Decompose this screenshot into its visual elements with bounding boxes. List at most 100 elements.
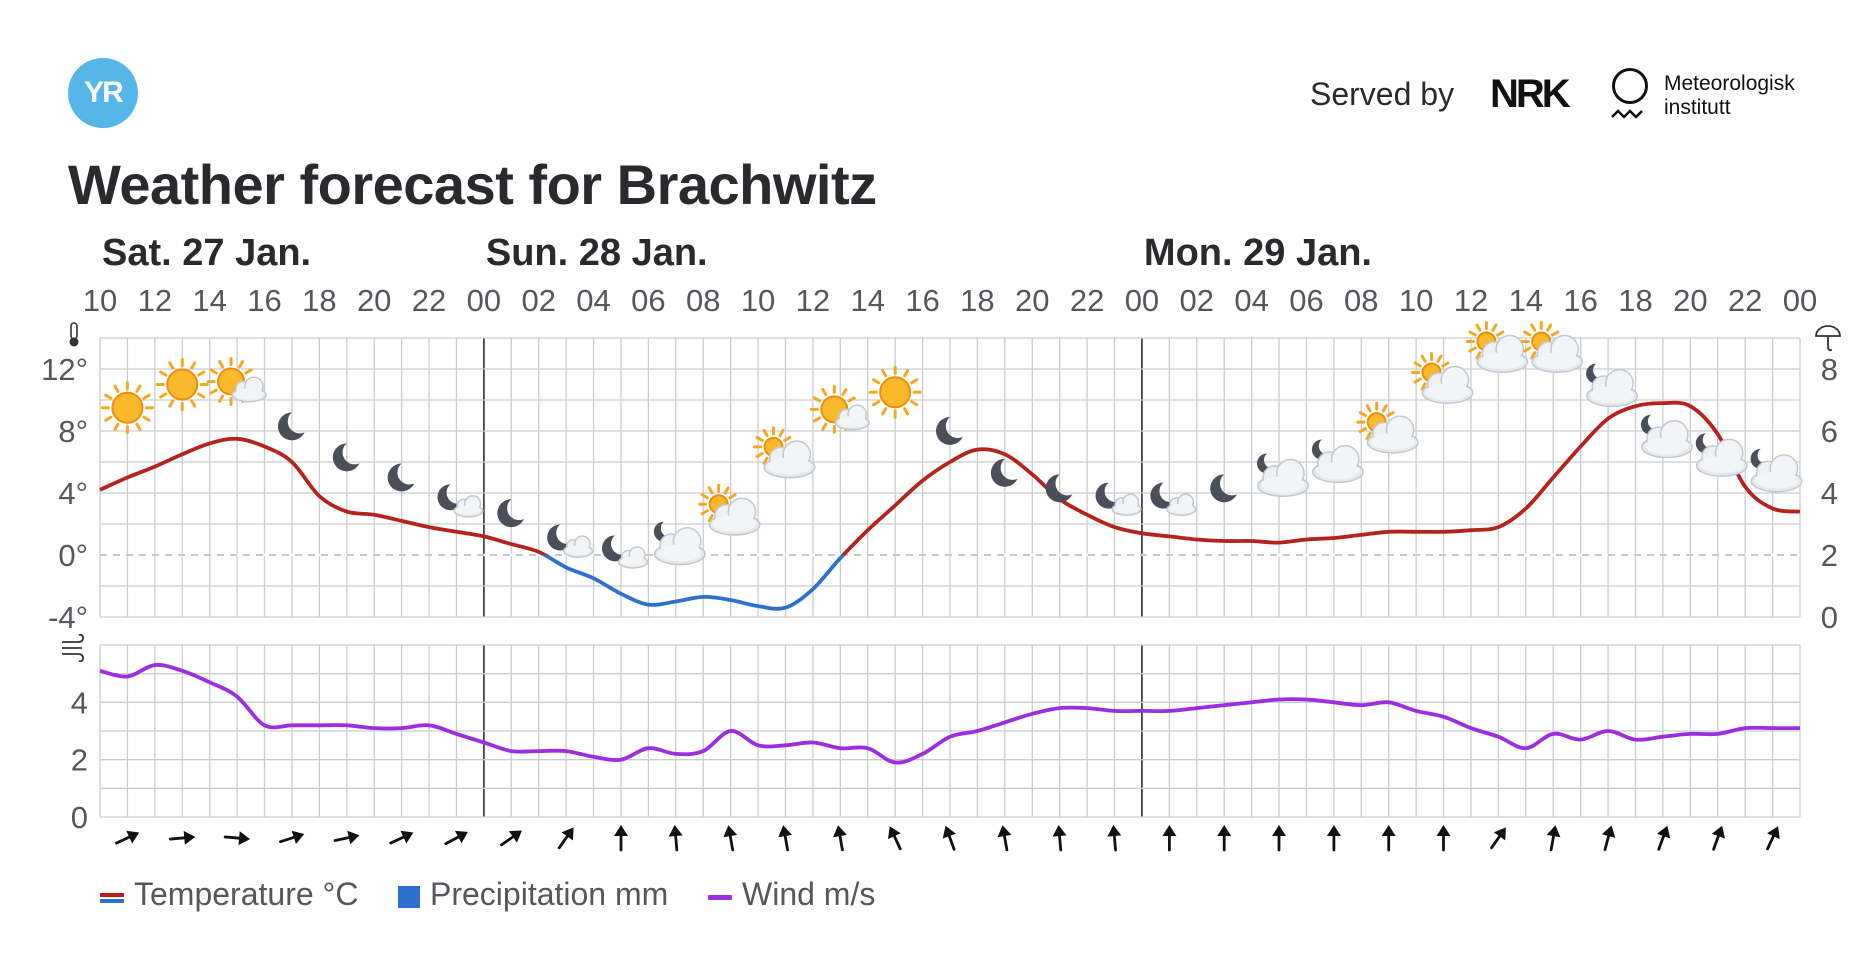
sun-ray	[1523, 346, 1532, 353]
arrow-head	[833, 825, 847, 838]
wind-direction-arrow-icon	[1326, 825, 1341, 852]
arrow-head	[291, 830, 305, 845]
yr-logo[interactable]: YR	[68, 58, 138, 128]
wind-direction-arrow-icon	[1657, 825, 1671, 851]
wind-direction-arrow-icon	[389, 830, 414, 845]
sun-ray	[1550, 330, 1560, 337]
sun-ray	[142, 393, 151, 400]
wind-direction-arrow-icon	[1272, 825, 1286, 852]
thermometer-bulb	[69, 337, 79, 347]
weather-symbol-clear-sky-day	[155, 358, 209, 411]
sun-ray	[1413, 377, 1422, 384]
weather-symbols	[100, 321, 1803, 569]
weather-symbol-clear-sky-day	[868, 365, 922, 419]
weather-symbol-clear-sky-night	[497, 499, 526, 528]
nrk-logo[interactable]: NRK	[1490, 72, 1571, 116]
cloud-fill	[1535, 352, 1580, 370]
sun-ray	[190, 361, 197, 370]
precip-tick-label: 4	[1821, 476, 1838, 511]
moon-crescent	[497, 499, 526, 528]
sun-ray	[762, 428, 769, 438]
cloud-fill	[1644, 437, 1689, 455]
arrow-head	[454, 830, 468, 844]
hour-tick-label: 04	[1234, 283, 1268, 318]
hour-tick-label: 08	[1344, 283, 1378, 318]
arrow-head	[1657, 825, 1671, 839]
arrow-head	[1107, 825, 1122, 837]
sun-ray	[728, 493, 737, 500]
hour-tick-label: 20	[357, 283, 391, 318]
wind-tick-label: 2	[71, 743, 88, 778]
sun-ray	[910, 378, 919, 385]
day-label: Sat. 27 Jan.	[102, 232, 311, 274]
sun-ray	[821, 422, 828, 431]
sun-ray	[104, 393, 113, 400]
weather-symbol-partly-cloudy-day	[1356, 401, 1419, 454]
hour-tick-label: 14	[850, 283, 884, 318]
weather-symbol-partly-cloudy-day	[1411, 352, 1474, 405]
sun-ray	[881, 369, 888, 378]
weather-symbol-partly-cloudy-night	[1257, 453, 1309, 498]
sun-ray	[847, 396, 856, 403]
legend-precipitation-mark	[398, 886, 420, 908]
sun-ray	[104, 415, 113, 422]
wind-direction-arrow-icon	[723, 825, 738, 852]
sun-disc	[166, 368, 199, 401]
met-logo-line2: institutt	[1664, 96, 1731, 119]
sun-ray	[113, 384, 120, 393]
legend-temperature-mark-warm	[100, 893, 124, 897]
temp-tick-label: -4°	[48, 600, 88, 635]
met-logo-text[interactable]: Meteorologisk institutt	[1664, 72, 1795, 120]
arrow-head	[1272, 825, 1286, 836]
hour-tick-label: 16	[247, 283, 281, 318]
temperature-series	[99, 400, 1801, 611]
sun-ray	[218, 394, 225, 403]
arrow-head	[1326, 825, 1341, 836]
thermometer-tube	[70, 322, 78, 340]
weather-symbol-partly-cloudy-night	[1695, 433, 1748, 477]
sun-ray	[707, 486, 714, 495]
sun-ray	[197, 370, 206, 377]
arrow-head	[126, 830, 140, 844]
hour-tick-label: 18	[1618, 283, 1652, 318]
hour-tick-label: 02	[521, 283, 555, 318]
arrow-head	[997, 825, 1012, 838]
sun-ray	[812, 416, 822, 423]
sun-disc	[111, 391, 144, 424]
wind-direction-arrow-icon	[1381, 825, 1396, 852]
precip-tick-label: 6	[1821, 414, 1838, 449]
umbrella-icon	[1815, 325, 1841, 352]
hour-tick-label: 14	[1509, 283, 1543, 318]
wind-direction-arrow-icon	[557, 827, 574, 850]
arrow-head	[1711, 825, 1725, 839]
hour-tick-label: 06	[1289, 283, 1323, 318]
sun-ray	[1436, 354, 1443, 363]
wind-direction-arrow-icon	[614, 825, 628, 852]
cloud-fill	[767, 457, 812, 475]
hour-tick-label: 06	[631, 283, 665, 318]
wind-direction-arrow-icon	[1436, 825, 1451, 852]
day-label: Mon. 29 Jan.	[1144, 232, 1372, 274]
arrow-head	[668, 825, 683, 837]
weather-symbol-fair-night	[1150, 482, 1197, 516]
hour-tick-label: 16	[1563, 283, 1597, 318]
cloud-fill	[1480, 352, 1525, 370]
cloud-fill	[234, 388, 264, 400]
arrow-head	[1217, 825, 1232, 836]
arrow-head	[1493, 827, 1506, 841]
wind-direction-arrow-icon	[1217, 825, 1232, 852]
cloud-fill	[837, 416, 868, 428]
wind-direction-arrow-icon	[1546, 825, 1561, 852]
weather-symbol-partly-cloudy-day	[698, 483, 761, 536]
sun-ray	[1386, 411, 1395, 418]
hour-tick-label: 10	[741, 283, 775, 318]
cloud-fill	[1113, 503, 1140, 514]
sun-ray	[1381, 404, 1388, 413]
sun-ray	[1530, 351, 1537, 360]
wind-direction-arrow-icon	[1052, 825, 1067, 852]
arrow-head	[561, 827, 574, 841]
wind-direction-arrow-icon	[168, 830, 196, 845]
sun-ray	[1358, 427, 1367, 434]
sun-ray	[1496, 330, 1505, 337]
